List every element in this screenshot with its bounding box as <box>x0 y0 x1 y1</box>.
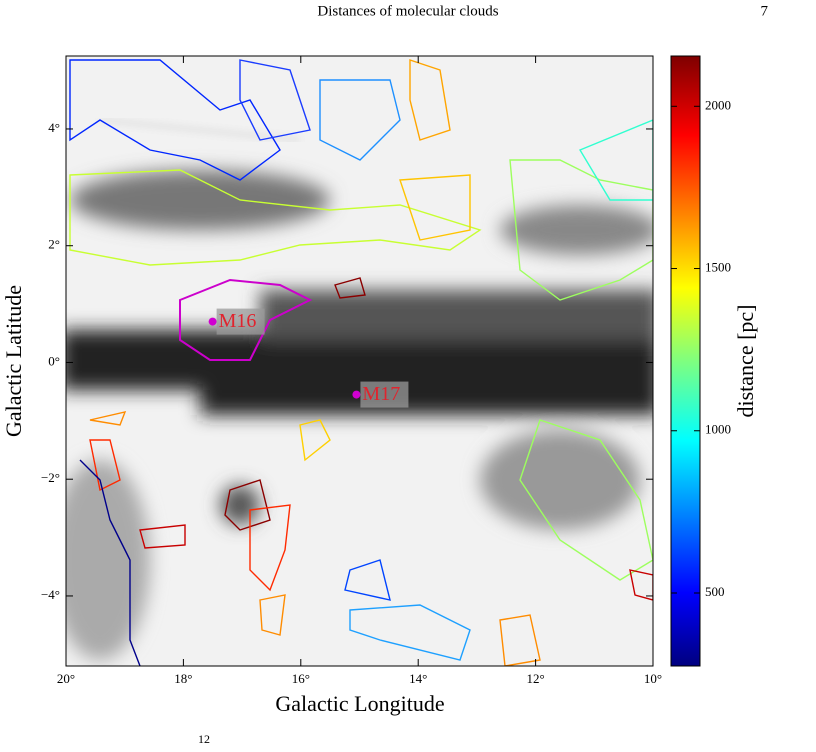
running-title: Distances of molecular clouds <box>317 3 498 19</box>
x-tick-label: 20° <box>57 671 75 686</box>
annotation-box <box>216 308 265 335</box>
annotation: M17 <box>362 383 400 405</box>
page-number: 7 <box>761 3 769 19</box>
map-image <box>66 56 653 666</box>
source-marker <box>208 317 217 326</box>
y-tick-label: 2° <box>48 237 60 252</box>
colorbar-tick-label: 1500 <box>705 260 731 275</box>
colorbar-label: distance [pc] <box>733 305 758 418</box>
y-axis-label: Galactic Latitude <box>1 285 26 437</box>
axes-frame <box>65 55 654 667</box>
annotation: M16 <box>219 310 257 332</box>
annotation-box <box>360 381 409 408</box>
cloud-contours <box>69 59 653 666</box>
x-tick-label: 14° <box>409 671 427 686</box>
y-tick-label: −2° <box>41 470 60 485</box>
source-marker <box>352 390 361 399</box>
x-axis-label: Galactic Longitude <box>275 691 444 716</box>
y-tick-label: 0° <box>48 353 60 368</box>
x-tick-label: 10° <box>644 671 662 686</box>
colorbar-tick-label: 1000 <box>705 422 731 437</box>
y-tick-label: −4° <box>41 587 60 602</box>
colorbar <box>670 55 701 667</box>
colorbar-tick-label: 500 <box>705 584 725 599</box>
x-tick-label: 16° <box>292 671 310 686</box>
colorbar-tick-label: 2000 <box>705 97 731 112</box>
x-tick-label: 12° <box>526 671 544 686</box>
x-tick-label: 18° <box>174 671 192 686</box>
footer-fragment: 12 <box>198 732 210 746</box>
y-tick-label: 4° <box>48 120 60 135</box>
